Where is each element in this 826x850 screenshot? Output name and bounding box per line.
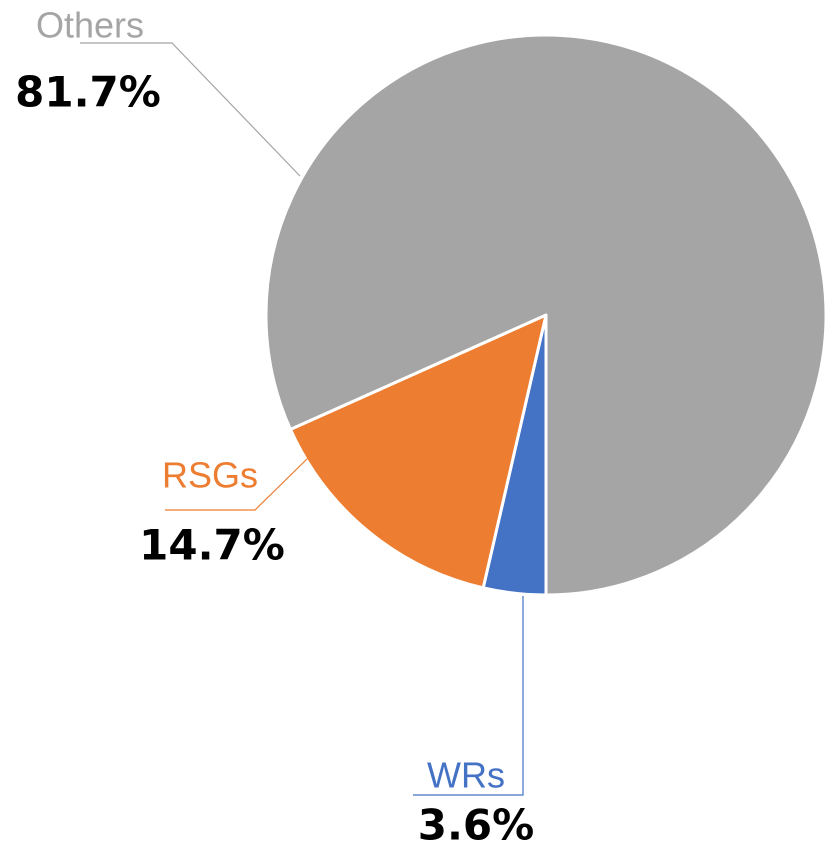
category-label: WRs	[427, 755, 505, 796]
leader-line	[413, 596, 524, 796]
pie-slice	[264, 33, 826, 597]
leader-line	[165, 457, 309, 511]
value-label: 14.7%	[139, 521, 285, 570]
value-label: 3.6%	[418, 801, 534, 850]
category-label: RSGs	[162, 455, 258, 496]
category-label: Others	[36, 5, 144, 46]
leader-line	[80, 42, 301, 177]
pie-slice	[288, 313, 548, 590]
value-label: 81.7%	[15, 68, 161, 117]
